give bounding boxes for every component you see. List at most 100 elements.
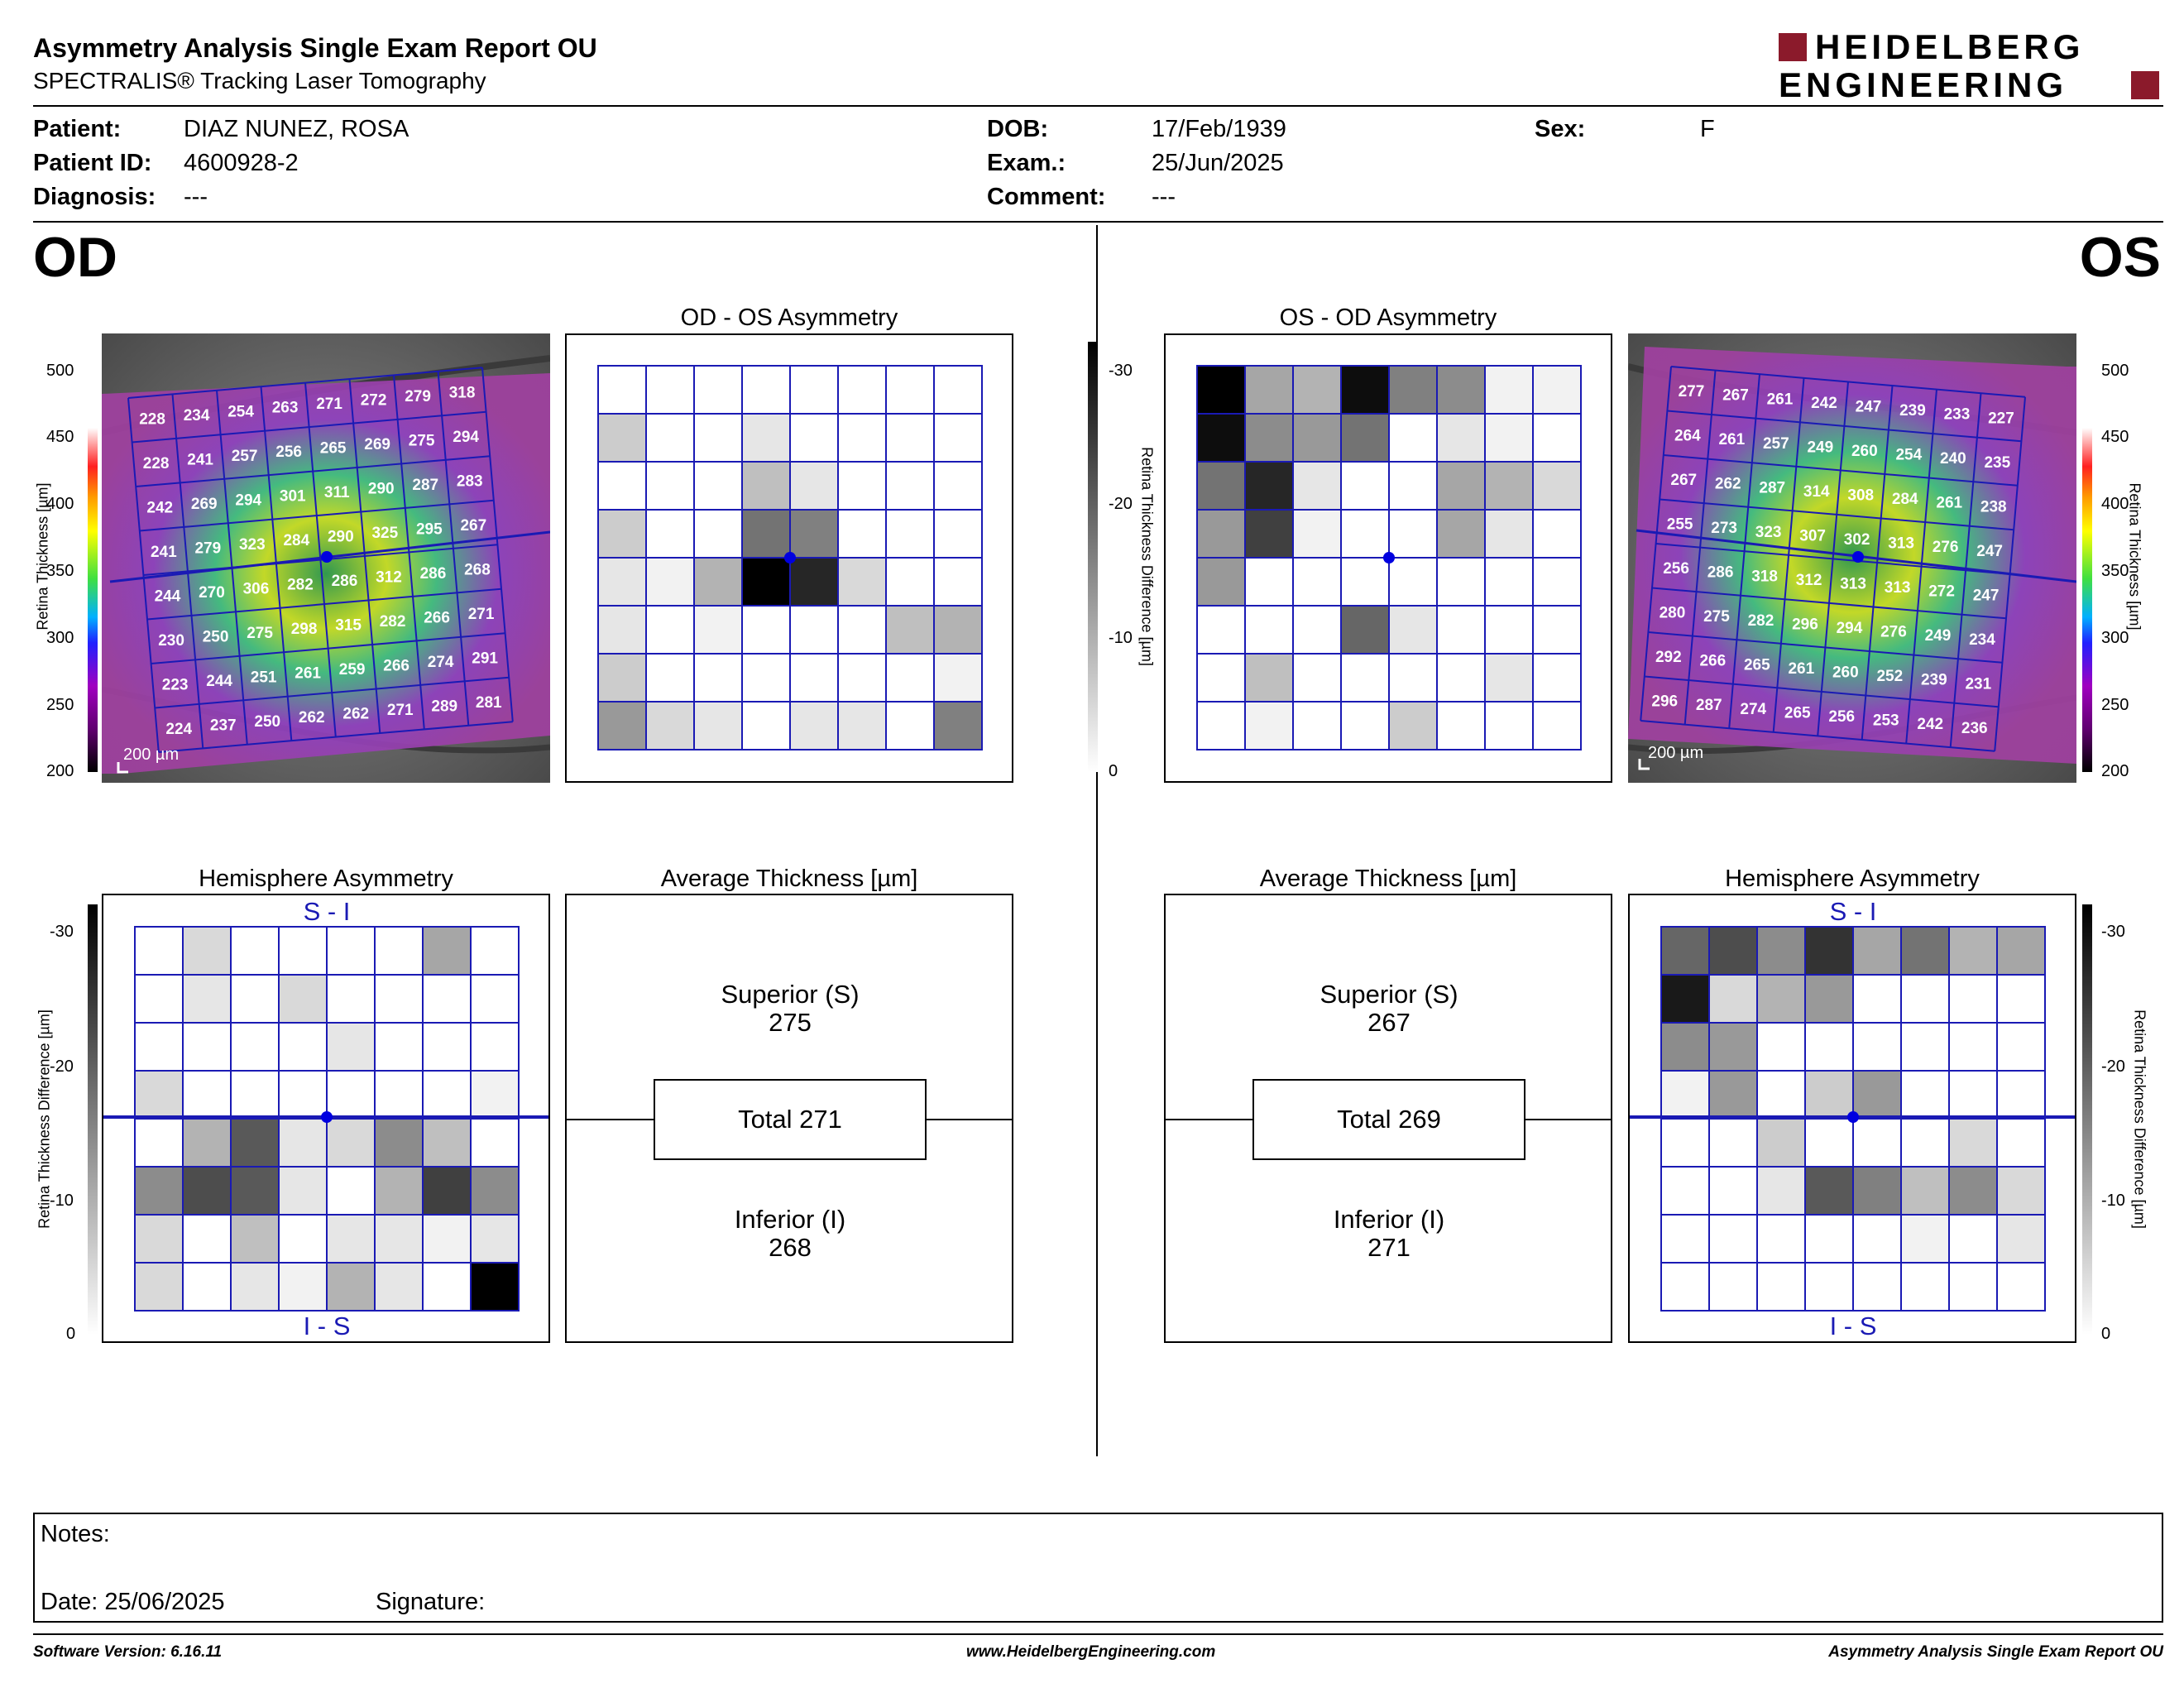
asymmetry-cell [230,1022,280,1072]
thickness-value: 267 [1670,472,1697,489]
thickness-grid-line [127,397,160,753]
asymmetry-cell [470,926,520,976]
thickness-value: 261 [1718,431,1745,448]
asymmetry-cell [1292,461,1342,511]
asymmetry-cell [278,974,328,1024]
thickness-value: 239 [1921,672,1947,689]
thickness-value: 242 [146,499,173,516]
asymmetry-cell [597,701,647,750]
thickness-value: 276 [1933,539,1959,556]
header-rule [33,105,2163,107]
thickness-value: 272 [1928,583,1955,601]
od-hemi-tick: 0 [66,1325,76,1343]
thickness-value: 301 [280,488,306,506]
thickness-value: 275 [1703,608,1730,626]
thickness-value: 298 [291,621,318,638]
thickness-value: 257 [232,448,258,465]
asymmetry-cell [1436,413,1486,463]
asymmetry-cell [1852,1214,1902,1264]
thickness-value: 247 [1976,543,2003,560]
thickness-value: 230 [158,632,184,650]
os-hemisphere-panel: S - I I - S [1628,894,2076,1343]
asymmetry-cell [1996,926,2046,976]
asymmetry-cell [1996,1166,2046,1216]
asymmetry-cell [885,653,935,703]
thickness-value: 311 [324,484,350,501]
thickness-grid-line [146,587,502,621]
asymmetry-cell [374,926,424,976]
od-fovea-marker [321,551,333,563]
thickness-value: 314 [1803,483,1830,501]
thickness-value: 254 [228,403,254,420]
asymmetry-cell [1996,1070,2046,1120]
asymmetry-cell [1292,557,1342,607]
asymmetry-cell [789,413,839,463]
asymmetry-cell [422,974,472,1024]
asymmetry-cell [1436,461,1486,511]
thickness-grid-line [348,378,381,734]
asymmetry-cell [374,1214,424,1264]
thickness-value: 290 [368,480,395,497]
thickness-grid-line [1905,389,1937,744]
eye-label-os: OS [2079,226,2161,289]
asymmetry-cell [645,413,695,463]
asymmetry-cell [933,509,983,559]
thickness-value: 302 [1844,531,1870,549]
asymmetry-cell [693,605,743,655]
asymmetry-cell [1244,605,1294,655]
asymmetry-cell [1340,557,1390,607]
asymmetry-cell [1532,509,1582,559]
asymmetry-cell [470,974,520,1024]
asymmetry-cell [422,1214,472,1264]
thickness-value: 308 [1847,487,1874,504]
asymmetry-cell [278,926,328,976]
asymmetry-cell [230,1118,280,1168]
os-thickness-tick: 200 [2101,762,2129,780]
thickness-value: 282 [287,577,314,594]
od-thickness-tick: 350 [46,562,74,580]
thickness-value: 259 [339,661,366,679]
od-hemi-axis-label: Retina Thickness Difference [µm] [36,1009,53,1229]
patient-name-label: Patient: [33,116,122,142]
asymmetry-cell [1996,1214,2046,1264]
thickness-value: 256 [1828,708,1855,726]
asymmetry-cell [1948,1022,1998,1072]
os-od-asymmetry-svg [1196,365,1582,750]
footer-website[interactable]: www.HeidelbergEngineering.com [966,1643,1216,1661]
asymmetry-cell [1436,509,1486,559]
asymmetry-cell [1484,653,1534,703]
heidelberg-logo: HEIDELBERG ENGINEERING [1779,28,2163,104]
comment-label: Comment: [987,184,1106,210]
asymmetry-cell [1900,1262,1950,1312]
asymmetry-cell [1292,413,1342,463]
asymmetry-cell [1900,1214,1950,1264]
asymmetry-cell [278,1214,328,1264]
thickness-value: 261 [1788,660,1814,678]
od-thickness-tick: 500 [46,362,74,380]
logo-square-bottom [2131,71,2159,99]
thickness-value: 286 [1707,564,1734,582]
thickness-value: 240 [1940,450,1966,468]
asymmetry-cell [1292,605,1342,655]
logo-square-top [1779,33,1807,61]
asymmetry-cell [597,605,647,655]
patient-id: 4600928-2 [184,150,299,176]
asymmetry-cell [645,605,695,655]
asymmetry-cell [470,1214,520,1264]
od-inferior-value: 268 [769,1233,812,1262]
asymmetry-cell [789,461,839,511]
thickness-value: 282 [380,613,406,631]
asymmetry-cell [597,413,647,463]
thickness-grid-line [1640,720,1995,752]
comment-value: --- [1152,184,1176,210]
os-average-title: Average Thickness [µm] [1259,866,1517,892]
asymmetry-cell [1948,926,1998,976]
asymmetry-cell [1756,1070,1806,1120]
asymmetry-cell [326,1022,376,1072]
asymmetry-cell [933,605,983,655]
asymmetry-cell [789,365,839,415]
thickness-value: 276 [1880,624,1907,641]
asymmetry-cell [1900,926,1950,976]
od-thickness-tick: 200 [46,762,74,780]
asymmetry-cell [326,1166,376,1216]
